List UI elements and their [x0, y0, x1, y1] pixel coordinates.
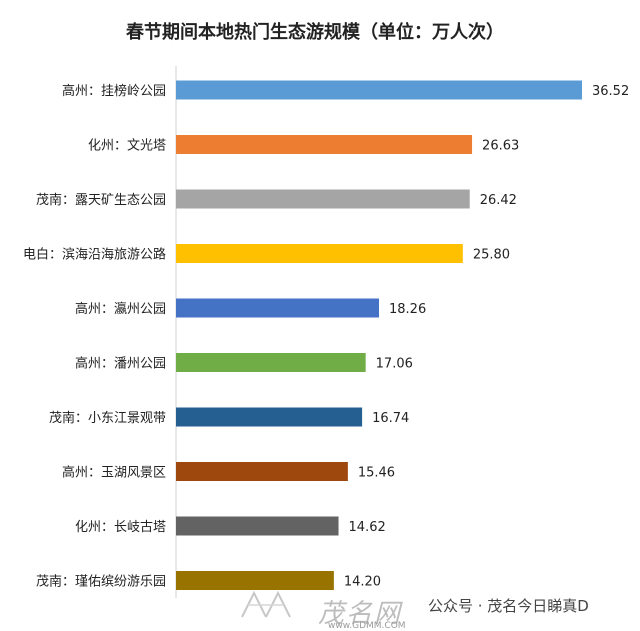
bar-2 — [176, 135, 473, 154]
category-label-10: 茂南：瑾佑缤纷游乐园 — [36, 574, 166, 590]
category-label-3: 茂南：露天矿生态公园 — [36, 192, 166, 208]
category-label-1: 高州：挂榜岭公园 — [62, 83, 166, 99]
watermark-account: 公众号 · 茂名今日睇真D — [428, 597, 589, 615]
watermark: 茂名网 www.GDMM.COM 公众号 · 茂名今日睇真D — [0, 575, 640, 631]
bar-10 — [176, 571, 334, 590]
category-label-4: 电白：滨海沿海旅游公路 — [23, 247, 166, 263]
value-label-6: 17.06 — [376, 357, 413, 372]
value-label-10: 14.20 — [344, 575, 381, 590]
value-label-1: 36.52 — [592, 84, 629, 99]
bar-8 — [176, 462, 348, 481]
bar-9 — [176, 516, 339, 536]
bar-7 — [176, 407, 363, 427]
category-label-9: 化州：长岐古塔 — [75, 520, 166, 535]
value-label-8: 15.46 — [358, 466, 395, 481]
bar-6 — [176, 353, 366, 372]
value-label-9: 14.62 — [349, 520, 386, 535]
bar-1 — [176, 80, 582, 100]
value-label-3: 26.42 — [480, 193, 517, 208]
watermark-url: www.GDMM.COM — [328, 621, 406, 631]
value-label-4: 25.80 — [473, 248, 510, 263]
value-label-7: 16.74 — [372, 411, 409, 426]
category-label-6: 高州：潘州公园 — [75, 356, 166, 372]
category-label-7: 茂南：小东江景观带 — [49, 410, 166, 426]
bar-3 — [176, 189, 470, 209]
category-label-2: 化州：文光塔 — [88, 139, 166, 154]
bar-4 — [176, 244, 463, 263]
category-label-8: 高州：玉湖风景区 — [62, 465, 166, 481]
watermark-logo-icon — [241, 590, 291, 618]
value-label-5: 18.26 — [389, 302, 426, 317]
category-label-5: 高州：瀛州公园 — [75, 301, 166, 317]
chart-title: 春节期间本地热门生态游规模（单位：万人次） — [126, 21, 504, 43]
watermark-brand: 茂名网 — [318, 599, 403, 629]
value-label-2: 26.63 — [482, 139, 519, 154]
bar-5 — [176, 298, 379, 318]
